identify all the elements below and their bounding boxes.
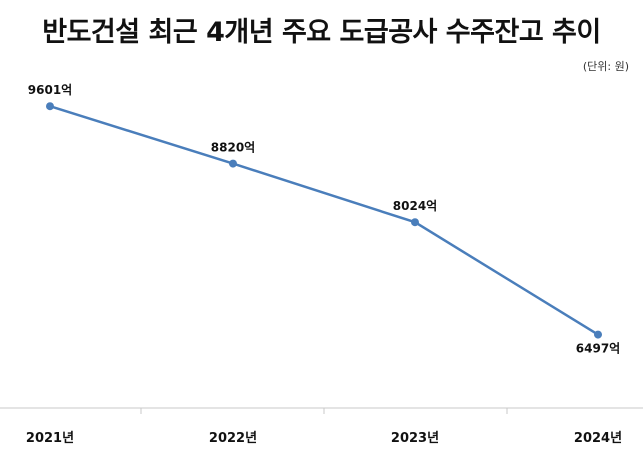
x-tick-label: 2024년 [574,431,622,446]
data-label: 9601억 [28,83,72,97]
series-line [49,105,599,336]
unit-note: (단위: 원) [582,60,629,73]
data-point [594,330,602,339]
data-label: 8024억 [393,199,437,213]
data-label: 8820억 [211,141,255,155]
x-tick-label: 2022년 [209,431,257,446]
chart-title: 반도건설 최근 4개년 주요 도급공사 수주잔고 추이 [42,17,601,48]
x-tick-label: 2021년 [26,431,74,446]
data-point [229,159,237,168]
x-tick-label: 2023년 [391,431,439,446]
data-point [46,102,54,111]
data-label: 6497억 [576,342,620,356]
data-point [411,218,419,227]
